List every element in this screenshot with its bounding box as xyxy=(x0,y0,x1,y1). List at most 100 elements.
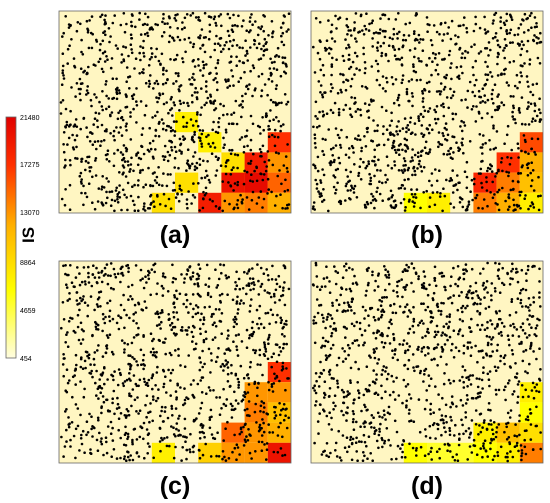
point xyxy=(340,90,343,94)
point xyxy=(262,430,266,434)
point xyxy=(207,178,211,182)
point xyxy=(371,19,375,23)
heat-cell xyxy=(519,422,543,443)
point xyxy=(255,308,259,312)
point xyxy=(283,56,287,60)
point xyxy=(253,381,257,385)
point xyxy=(458,276,462,280)
point xyxy=(336,379,339,383)
point xyxy=(445,363,448,366)
point xyxy=(97,397,100,400)
point xyxy=(60,326,63,330)
point xyxy=(395,130,398,133)
point xyxy=(443,285,446,289)
point xyxy=(345,135,349,139)
point xyxy=(491,196,495,200)
point xyxy=(81,53,85,56)
point xyxy=(456,308,460,312)
point xyxy=(154,129,158,132)
point xyxy=(182,138,185,141)
point xyxy=(252,66,256,70)
point xyxy=(261,116,264,119)
point xyxy=(313,341,317,345)
point xyxy=(492,438,496,441)
point xyxy=(103,321,107,325)
point xyxy=(237,402,240,405)
point xyxy=(523,332,527,335)
point xyxy=(270,80,274,83)
point xyxy=(151,347,155,351)
point xyxy=(374,429,378,432)
point xyxy=(202,340,206,344)
point xyxy=(328,387,332,390)
point xyxy=(123,30,127,34)
point xyxy=(525,279,528,283)
point xyxy=(200,28,204,31)
point xyxy=(223,44,226,47)
point xyxy=(380,436,384,440)
point xyxy=(492,102,495,105)
point xyxy=(224,359,228,362)
point xyxy=(450,301,454,305)
point xyxy=(185,329,189,332)
point xyxy=(216,431,219,435)
point xyxy=(528,323,531,326)
point xyxy=(478,413,482,416)
point xyxy=(101,312,105,316)
point xyxy=(195,161,199,165)
point xyxy=(384,273,387,277)
point xyxy=(191,45,195,49)
point xyxy=(236,354,240,357)
point xyxy=(322,277,326,280)
point xyxy=(200,145,204,148)
point xyxy=(180,326,184,329)
point xyxy=(162,382,166,386)
point xyxy=(121,382,125,385)
point xyxy=(332,377,335,380)
point xyxy=(146,442,150,445)
point xyxy=(93,276,97,279)
point xyxy=(148,141,152,145)
point xyxy=(428,148,432,151)
point xyxy=(148,126,151,130)
point xyxy=(509,188,513,192)
point xyxy=(487,402,491,405)
point xyxy=(74,456,77,460)
point xyxy=(276,451,280,454)
point xyxy=(464,49,467,53)
point xyxy=(142,335,145,338)
point xyxy=(279,321,283,325)
point xyxy=(434,122,438,125)
point xyxy=(187,354,190,357)
point xyxy=(392,302,396,306)
point xyxy=(513,84,517,88)
point xyxy=(390,119,394,123)
point xyxy=(245,346,249,350)
point xyxy=(367,29,371,32)
point xyxy=(397,394,401,397)
point xyxy=(486,78,489,82)
point xyxy=(220,24,223,28)
point xyxy=(60,435,63,439)
point xyxy=(185,169,188,172)
point xyxy=(231,298,235,302)
point xyxy=(439,192,442,195)
point xyxy=(380,373,384,376)
point xyxy=(442,302,445,305)
point xyxy=(438,195,442,198)
point xyxy=(408,327,412,331)
point xyxy=(110,350,114,354)
point xyxy=(279,350,283,353)
point xyxy=(286,206,289,210)
point xyxy=(124,444,128,447)
point xyxy=(131,199,135,203)
point xyxy=(465,175,469,179)
point xyxy=(509,277,512,280)
point xyxy=(185,333,189,336)
point xyxy=(274,278,278,281)
point xyxy=(223,352,226,355)
point xyxy=(280,294,283,298)
point xyxy=(472,438,476,442)
point xyxy=(228,84,232,88)
point xyxy=(196,283,200,286)
